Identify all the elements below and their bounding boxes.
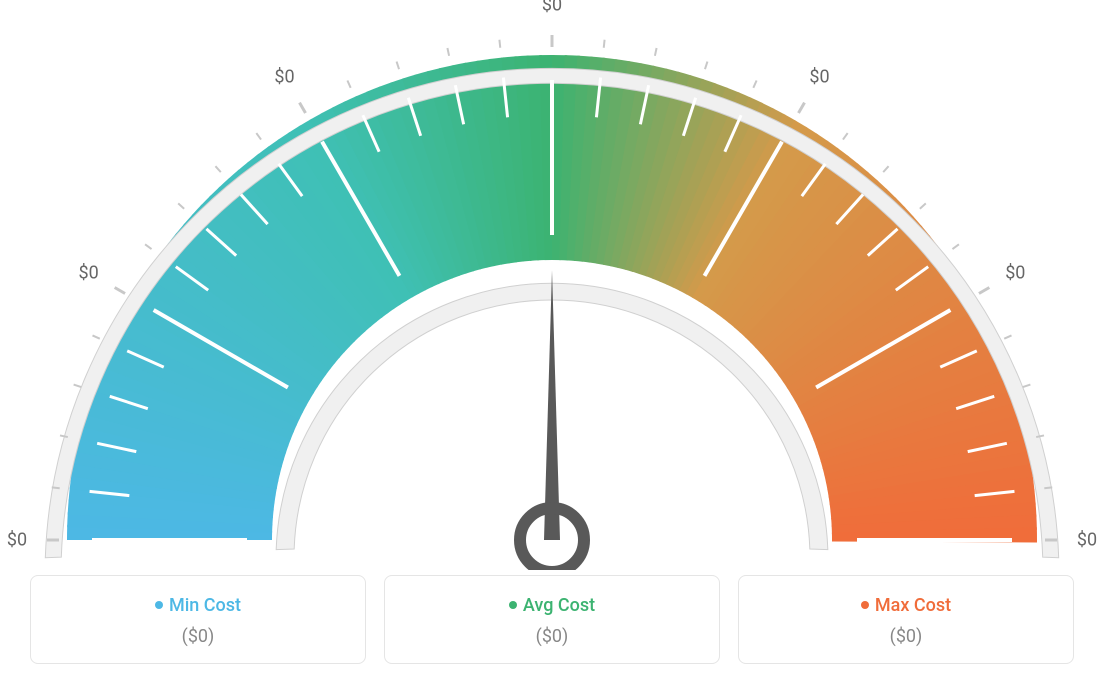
gauge-chart: $0 $0 $0 $0 $0 $0 $0 bbox=[0, 0, 1104, 560]
gauge-scale-label: $0 bbox=[7, 530, 27, 551]
gauge-scale-label: $0 bbox=[274, 66, 294, 87]
gauge-scale-label: $0 bbox=[1005, 262, 1025, 283]
legend-card-avg: Avg Cost ($0) bbox=[384, 575, 720, 664]
gauge-svg bbox=[0, 10, 1104, 570]
gauge-scale-label: $0 bbox=[542, 0, 562, 16]
gauge-scale-label: $0 bbox=[809, 66, 829, 87]
legend-title-min: Min Cost bbox=[155, 595, 241, 616]
legend-value-min: ($0) bbox=[41, 626, 355, 647]
legend-value-max: ($0) bbox=[749, 626, 1063, 647]
legend-label-max: Max Cost bbox=[875, 595, 951, 616]
legend-label-min: Min Cost bbox=[169, 595, 241, 616]
legend-value-avg: ($0) bbox=[395, 626, 709, 647]
legend-dot-min bbox=[155, 601, 163, 609]
legend-label-avg: Avg Cost bbox=[523, 595, 595, 616]
legend-card-max: Max Cost ($0) bbox=[738, 575, 1074, 664]
legend-title-max: Max Cost bbox=[861, 595, 951, 616]
legend-row: Min Cost ($0) Avg Cost ($0) Max Cost ($0… bbox=[30, 575, 1074, 664]
gauge-scale-label: $0 bbox=[1077, 530, 1097, 551]
legend-card-min: Min Cost ($0) bbox=[30, 575, 366, 664]
legend-title-avg: Avg Cost bbox=[509, 595, 595, 616]
gauge-scale-label: $0 bbox=[79, 262, 99, 283]
legend-dot-max bbox=[861, 601, 869, 609]
legend-dot-avg bbox=[509, 601, 517, 609]
